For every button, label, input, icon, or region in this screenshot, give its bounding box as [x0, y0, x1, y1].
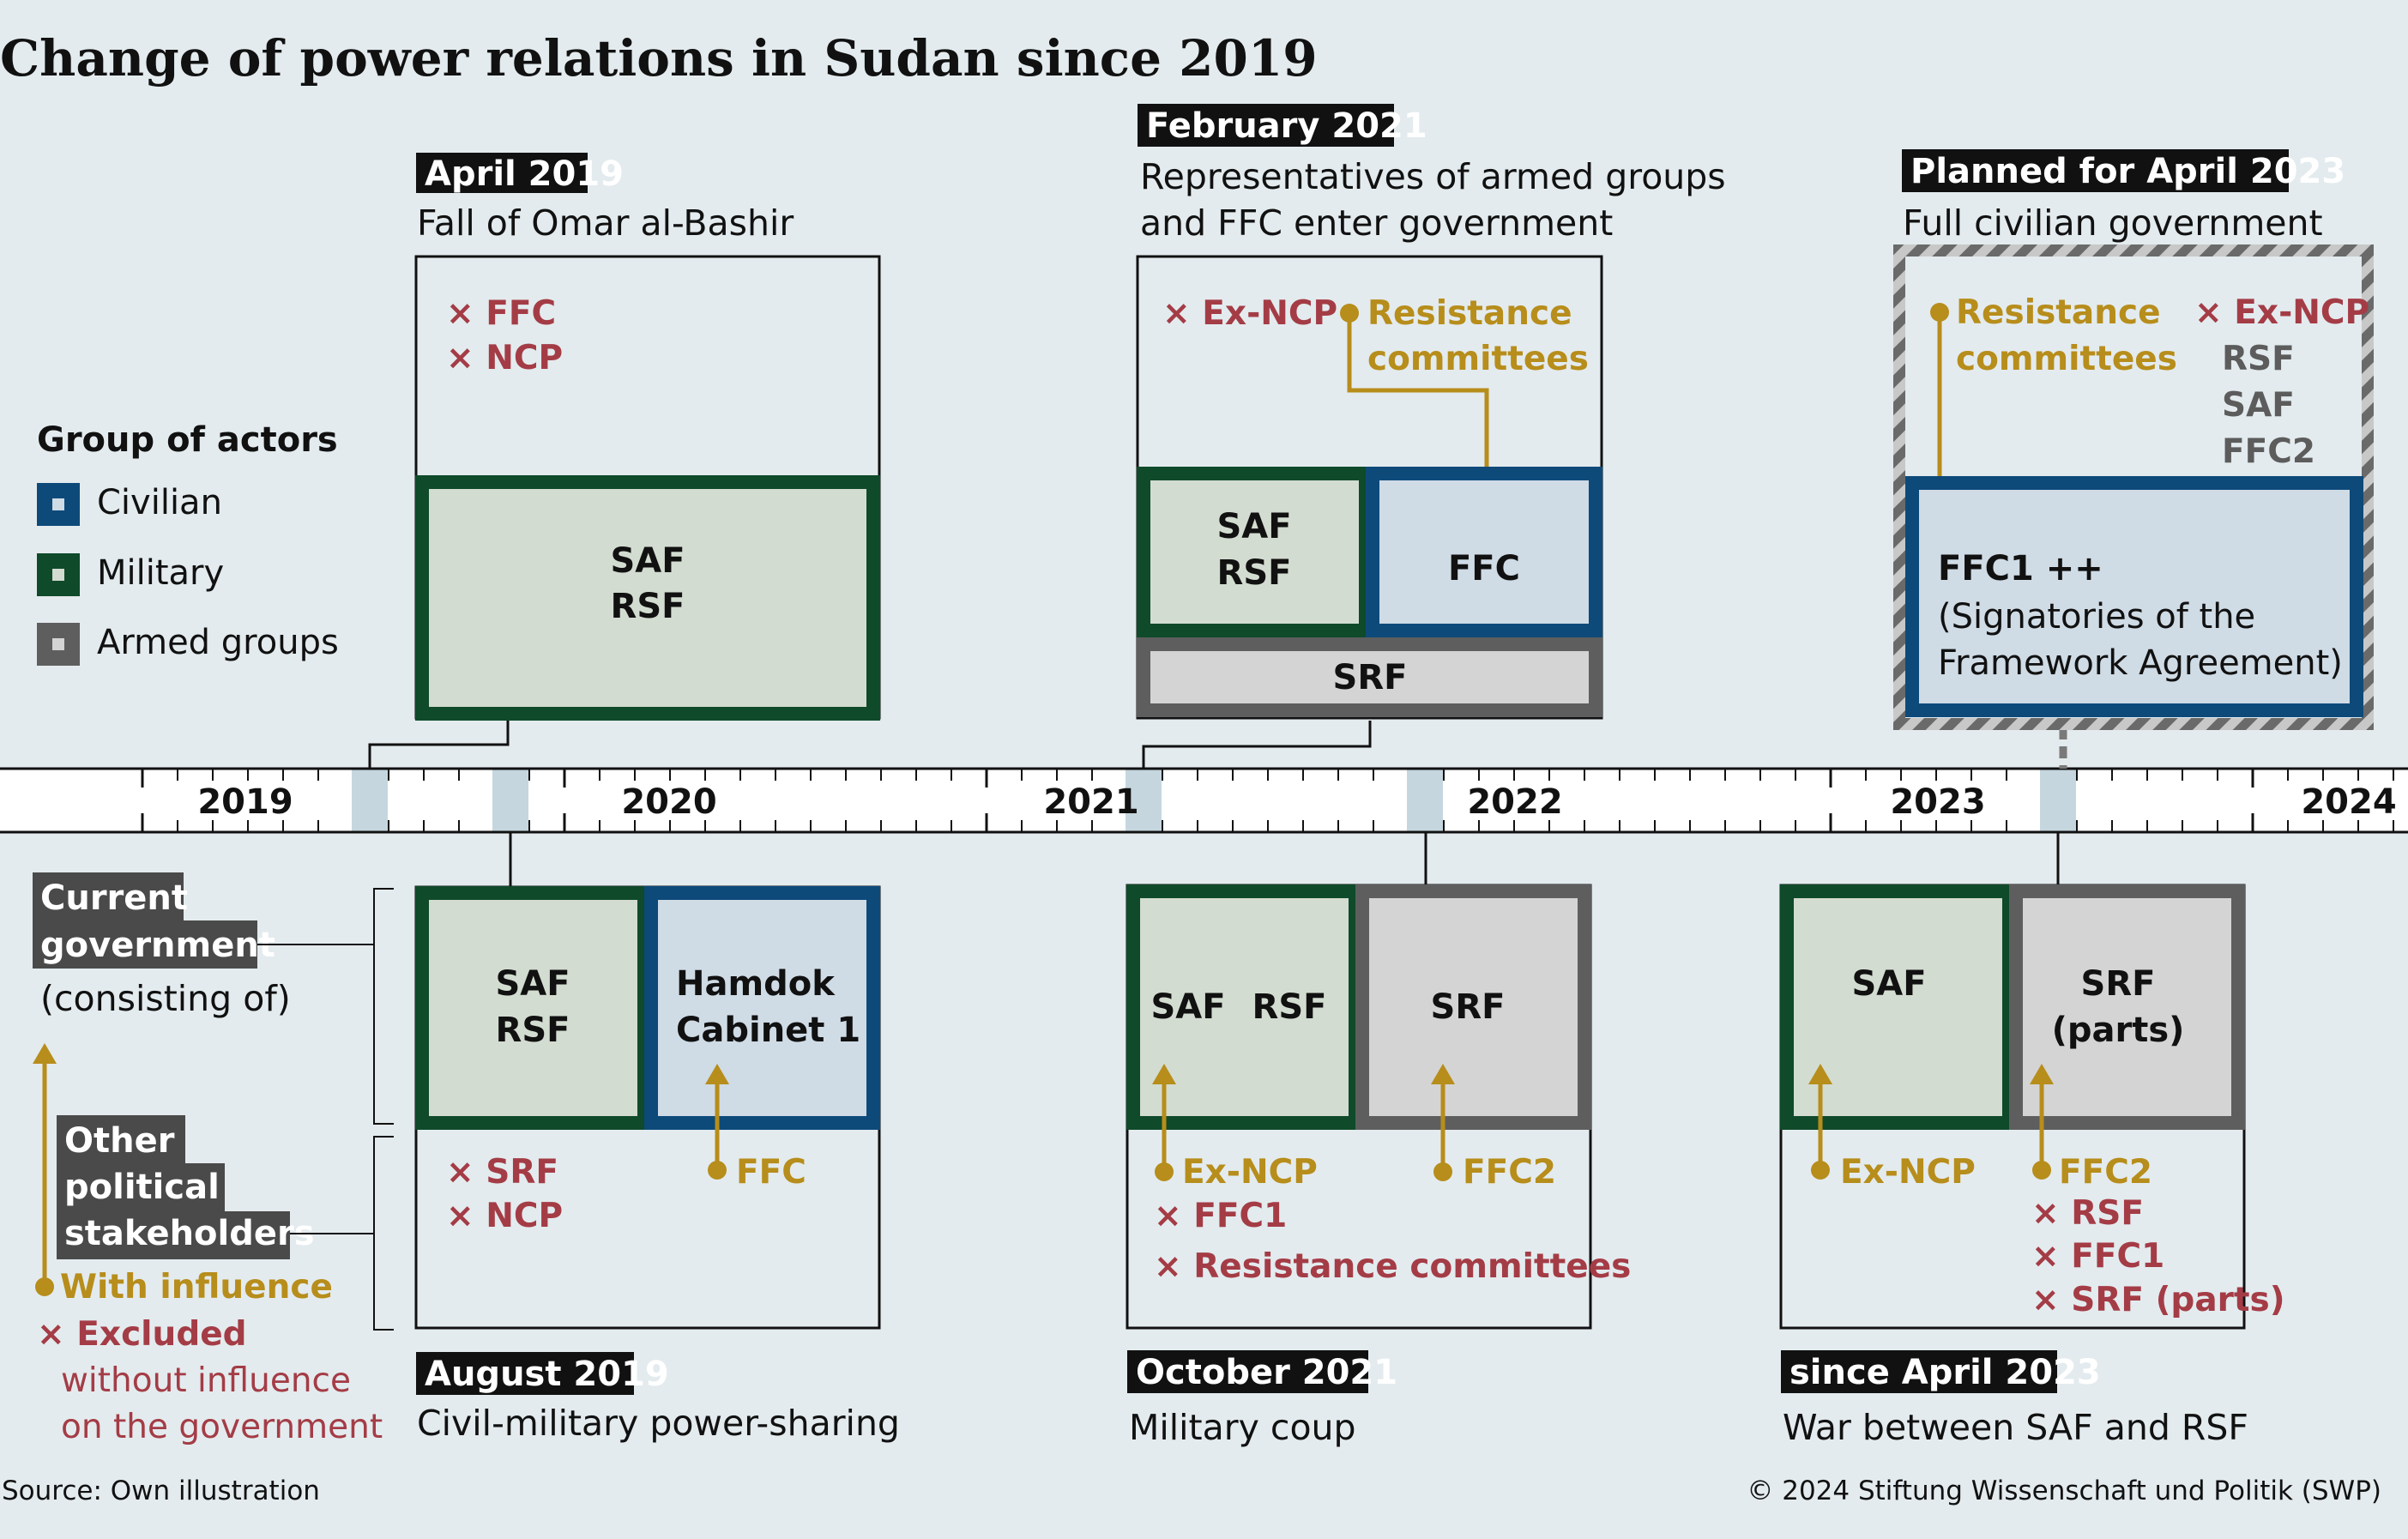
- actor-rsf: RSF: [1252, 987, 1327, 1027]
- actor-srf-parts-line2: (parts): [2052, 1011, 2185, 1050]
- actor-saf: SAF: [1150, 987, 1225, 1027]
- panel-april-2019: April 2019 Fall of Omar al-Bashir × FFC …: [414, 153, 881, 721]
- legend-armed-groups: Armed groups: [97, 623, 339, 662]
- influence-ex-ncp: Ex-NCP: [1182, 1153, 1318, 1192]
- key-excluded: × Excluded: [37, 1315, 247, 1354]
- legend-heading: Group of actors: [37, 420, 338, 460]
- key-with-influence: With influence: [60, 1268, 333, 1307]
- other-rsf: RSF: [2222, 340, 2295, 378]
- actor-saf: SAF: [1851, 964, 1926, 1004]
- actor-rsf: RSF: [611, 587, 685, 626]
- influence-resistance-committees-line1: Resistance: [1956, 293, 2161, 332]
- legend-military-swatch: [37, 553, 80, 596]
- excluded-ncp: × NCP: [446, 339, 563, 377]
- influence-ffc2: FFC2: [2059, 1153, 2152, 1192]
- date-planned-april-2023: Planned for April 2023: [1910, 152, 2345, 191]
- key-without-line1: without influence: [61, 1361, 351, 1400]
- subtitle-october-2021: Military coup: [1129, 1407, 1356, 1448]
- timeline-highlights: [352, 770, 2076, 831]
- influence-ex-ncp: Ex-NCP: [1840, 1153, 1976, 1192]
- panel-february-2021: February 2021 Representatives of armed g…: [1136, 104, 1726, 720]
- key-other-line1: Other: [64, 1121, 175, 1161]
- excluded-ncp: × NCP: [446, 1197, 563, 1235]
- excluded-srf: × SRF: [446, 1153, 558, 1192]
- subtitle-planned-april-2023: Full civilian government: [1903, 202, 2323, 244]
- timeline-connectors: [368, 719, 2060, 887]
- actor-hamdok-line2: Cabinet 1: [676, 1011, 860, 1050]
- timeline: 2019 2020 2021 2022 2023 2024: [0, 767, 2408, 834]
- legend: Group of actors Civilian Military Armed …: [37, 420, 339, 666]
- page-title: Change of power relations in Sudan since…: [0, 29, 1318, 88]
- actor-ffc1: FFC1 ++: [1938, 549, 2103, 588]
- actor-saf: SAF: [495, 964, 570, 1004]
- excluded-resistance-committees: × Resistance committees: [1154, 1247, 1631, 1286]
- subtitle-since-april-2023: War between SAF and RSF: [1783, 1407, 2248, 1448]
- subtitle-february-2021-line2: and FFC enter government: [1140, 202, 1613, 244]
- key-without-line2: on the government: [61, 1408, 383, 1446]
- key-other-line3: stakeholders: [64, 1214, 315, 1253]
- panel-planned-april-2023: Planned for April 2023 Full civilian gov…: [1893, 149, 2374, 730]
- legend-civilian: Civilian: [97, 483, 222, 522]
- date-february-2021: February 2021: [1146, 106, 1427, 146]
- source-note: Source: Own illustration: [2, 1476, 320, 1506]
- influence-resistance-committees-line2: committees: [1367, 340, 1589, 378]
- influence-ffc: FFC: [736, 1153, 806, 1192]
- year-2021: 2021: [1043, 782, 1138, 822]
- subtitle-august-2019: Civil-military power-sharing: [417, 1403, 900, 1444]
- excluded-rsf: × RSF: [2031, 1194, 2144, 1233]
- actor-ffc1-note-line1: (Signatories of the: [1938, 597, 2255, 637]
- key-other-line2: political: [64, 1168, 220, 1207]
- date-april-2019: April 2019: [425, 154, 624, 194]
- date-august-2019: August 2019: [425, 1355, 669, 1394]
- actor-saf: SAF: [1216, 507, 1291, 546]
- legend-military: Military: [97, 553, 224, 593]
- timeline-ticks: [141, 769, 2394, 832]
- year-2020: 2020: [621, 782, 716, 822]
- actor-hamdok-line1: Hamdok: [676, 964, 836, 1004]
- copyright-note: © 2024 Stiftung Wissenschaft und Politik…: [1747, 1476, 2381, 1506]
- subtitle-february-2021-line1: Representatives of armed groups: [1140, 156, 1726, 197]
- date-october-2021: October 2021: [1136, 1353, 1397, 1392]
- actor-rsf: RSF: [1217, 553, 1292, 593]
- panel-october-2021: SAF RSF SRF Ex-NCP FFC2 × FFC1 × Resista…: [1126, 884, 1631, 1448]
- excluded-ffc1: × FFC1: [1154, 1197, 1287, 1235]
- subtitle-april-2019: Fall of Omar al-Bashir: [417, 202, 794, 244]
- key-consisting-of: (consisting of): [40, 978, 291, 1019]
- legend-armed-swatch: [37, 623, 80, 666]
- actor-srf-parts-line1: SRF: [2081, 964, 2156, 1004]
- actor-ffc1-note-line2: Framework Agreement): [1938, 643, 2343, 683]
- excluded-srf-parts: × SRF (parts): [2031, 1281, 2285, 1319]
- year-2024: 2024: [2301, 782, 2396, 822]
- actor-ffc: FFC: [1448, 549, 1520, 588]
- key-current-government-line2: government: [40, 926, 275, 965]
- influence-resistance-committees-line1: Resistance: [1367, 294, 1572, 333]
- influence-resistance-committees-line2: committees: [1956, 340, 2177, 378]
- actor-srf: SRF: [1333, 658, 1408, 697]
- panel-august-2019: SAF RSF Hamdok Cabinet 1 FFC × SRF × NCP…: [414, 885, 900, 1444]
- other-saf: SAF: [2222, 386, 2295, 425]
- legend-civilian-swatch: [37, 483, 80, 526]
- excluded-ex-ncp: × Ex-NCP: [2194, 293, 2369, 332]
- year-2022: 2022: [1467, 782, 1562, 822]
- actor-saf: SAF: [610, 541, 685, 581]
- key: Current government (consisting of) Other…: [33, 872, 394, 1446]
- influence-ffc2: FFC2: [1463, 1153, 1556, 1192]
- excluded-ffc: × FFC: [446, 294, 556, 333]
- actor-srf: SRF: [1431, 987, 1506, 1027]
- panel-since-april-2023: SAF SRF (parts) Ex-NCP FFC2 × RSF × FFC1…: [1779, 884, 2285, 1448]
- excluded-ffc1: × FFC1: [2031, 1237, 2164, 1276]
- other-ffc2: FFC2: [2222, 432, 2315, 471]
- year-2019: 2019: [197, 782, 293, 822]
- year-2023: 2023: [1890, 782, 1985, 822]
- key-current-government-line1: Current: [40, 878, 188, 918]
- actor-rsf: RSF: [496, 1011, 570, 1050]
- excluded-ex-ncp: × Ex-NCP: [1162, 294, 1337, 333]
- date-since-april-2023: since April 2023: [1789, 1353, 2101, 1392]
